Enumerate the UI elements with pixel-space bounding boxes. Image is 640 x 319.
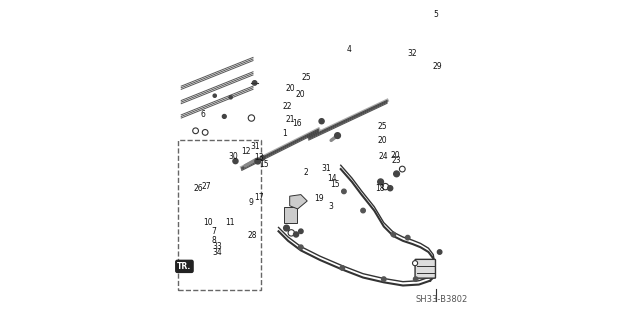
Text: 33: 33: [212, 242, 222, 251]
Circle shape: [335, 133, 340, 138]
Text: 27: 27: [202, 182, 212, 191]
Circle shape: [252, 81, 257, 85]
Text: SH33-B3802: SH33-B3802: [415, 295, 467, 304]
Text: 1: 1: [282, 129, 287, 138]
Text: 20: 20: [390, 151, 400, 160]
Text: 13: 13: [254, 153, 264, 162]
Text: 29: 29: [433, 62, 442, 71]
Text: 5: 5: [433, 10, 438, 19]
Circle shape: [255, 158, 260, 164]
Text: 28: 28: [248, 231, 257, 240]
Text: 20: 20: [296, 90, 305, 99]
Text: 10: 10: [203, 218, 212, 227]
Text: TR.: TR.: [177, 262, 191, 271]
Circle shape: [413, 261, 418, 266]
Circle shape: [284, 225, 289, 231]
Circle shape: [233, 159, 238, 164]
Bar: [178, 140, 261, 290]
Circle shape: [394, 171, 399, 177]
Circle shape: [229, 96, 232, 99]
Text: 20: 20: [286, 84, 296, 93]
Text: 30: 30: [228, 152, 238, 161]
Text: 4: 4: [347, 45, 352, 54]
Text: 26: 26: [193, 184, 203, 193]
Circle shape: [381, 277, 386, 281]
Circle shape: [342, 189, 346, 194]
Text: 31: 31: [251, 142, 260, 151]
Text: 15: 15: [330, 180, 340, 189]
Circle shape: [248, 115, 255, 121]
Circle shape: [299, 229, 303, 234]
Text: 34: 34: [212, 248, 222, 256]
Text: 14: 14: [327, 174, 337, 182]
Circle shape: [406, 235, 410, 240]
Text: 16: 16: [292, 119, 302, 128]
Circle shape: [437, 250, 442, 254]
Text: 17: 17: [254, 193, 264, 202]
Circle shape: [288, 230, 294, 236]
Text: 18: 18: [375, 184, 385, 193]
FancyBboxPatch shape: [415, 259, 435, 278]
Circle shape: [378, 179, 383, 185]
Circle shape: [222, 115, 226, 118]
Text: 6: 6: [200, 110, 205, 119]
Text: 15: 15: [259, 160, 269, 169]
Text: 21: 21: [286, 115, 296, 124]
Circle shape: [202, 130, 208, 135]
Circle shape: [413, 277, 418, 281]
Circle shape: [382, 183, 388, 190]
Text: 32: 32: [407, 49, 417, 58]
Circle shape: [361, 208, 365, 213]
Text: 19: 19: [314, 194, 324, 203]
Text: 23: 23: [391, 156, 401, 165]
Bar: [284, 207, 297, 223]
Text: 24: 24: [378, 152, 388, 161]
Text: 20: 20: [378, 137, 387, 145]
Circle shape: [294, 232, 299, 237]
Circle shape: [213, 94, 216, 97]
Circle shape: [391, 232, 396, 237]
Circle shape: [319, 119, 324, 124]
Circle shape: [193, 128, 198, 134]
Circle shape: [340, 266, 344, 270]
Circle shape: [388, 186, 393, 191]
Circle shape: [299, 245, 303, 249]
Text: 31: 31: [321, 164, 330, 173]
Circle shape: [260, 156, 265, 160]
Text: 22: 22: [283, 102, 292, 111]
Text: 11: 11: [225, 218, 235, 227]
Text: 9: 9: [248, 198, 253, 207]
Text: 12: 12: [241, 147, 251, 156]
Text: 2: 2: [303, 168, 308, 177]
Text: 8: 8: [212, 236, 216, 245]
Text: 25: 25: [378, 122, 387, 131]
Text: 7: 7: [212, 227, 216, 236]
Text: 3: 3: [329, 202, 333, 211]
Text: 25: 25: [302, 73, 312, 82]
Polygon shape: [290, 195, 307, 209]
Circle shape: [399, 166, 405, 172]
